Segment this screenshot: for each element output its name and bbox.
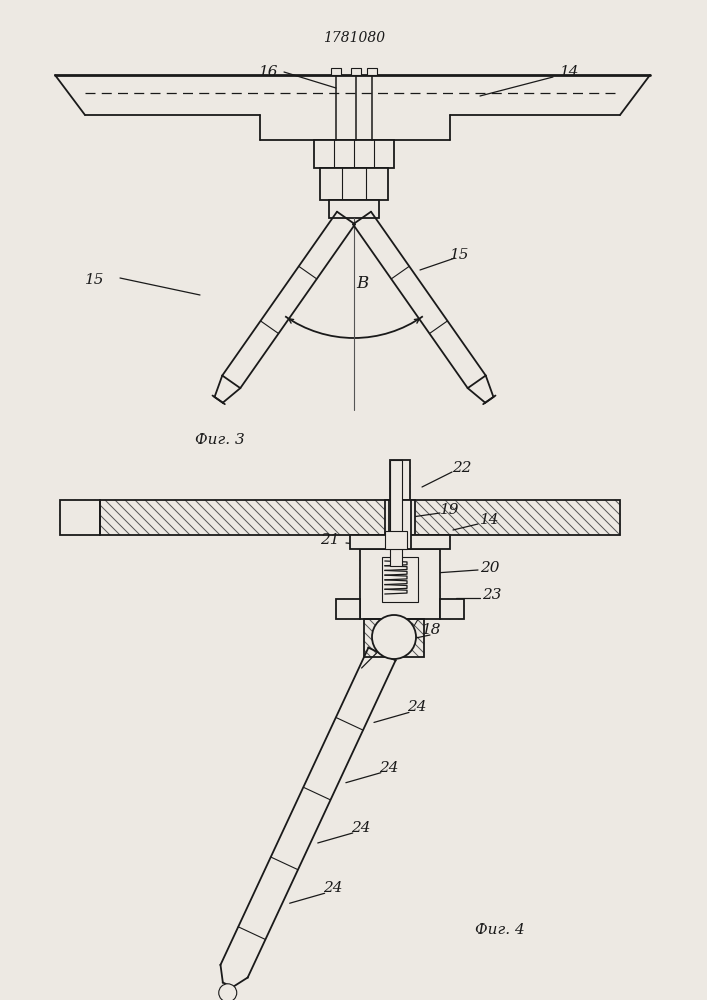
Bar (350, 535, 450, 549)
Text: 23: 23 (482, 588, 502, 602)
Text: 24: 24 (323, 881, 342, 895)
Bar (331, 68, 341, 75)
Circle shape (372, 615, 416, 659)
Bar (360, 549, 440, 619)
Text: 14: 14 (480, 513, 500, 527)
Text: 15: 15 (450, 248, 469, 262)
Bar (390, 460, 402, 566)
Bar (329, 200, 379, 218)
Bar (336, 599, 360, 619)
Text: 22: 22 (452, 461, 472, 475)
Text: 24: 24 (379, 761, 399, 775)
Bar (364, 619, 424, 657)
Bar (382, 557, 418, 602)
Text: 20: 20 (480, 561, 500, 575)
Bar (351, 68, 361, 75)
Bar (314, 140, 394, 168)
Text: 18: 18 (422, 623, 442, 637)
Bar (440, 599, 464, 619)
Text: Фиг. 4: Фиг. 4 (475, 923, 525, 937)
Text: 21: 21 (320, 533, 340, 547)
Bar (390, 460, 410, 500)
Text: 19: 19 (440, 503, 460, 517)
Bar (100, 500, 620, 535)
Text: Фиг. 3: Фиг. 3 (195, 433, 245, 447)
Text: B: B (356, 275, 368, 292)
Bar (385, 500, 415, 535)
Text: 24: 24 (407, 700, 427, 714)
Bar (60, 500, 100, 535)
Bar (385, 531, 407, 549)
Text: 17: 17 (402, 616, 421, 630)
Bar (320, 168, 388, 200)
Text: 14: 14 (560, 65, 580, 79)
Text: 16: 16 (259, 65, 279, 79)
Bar (389, 500, 411, 549)
Circle shape (218, 984, 237, 1000)
Text: 24: 24 (351, 821, 370, 835)
Text: 1781080: 1781080 (323, 31, 385, 45)
Text: 15: 15 (86, 273, 105, 287)
Bar (367, 68, 377, 75)
